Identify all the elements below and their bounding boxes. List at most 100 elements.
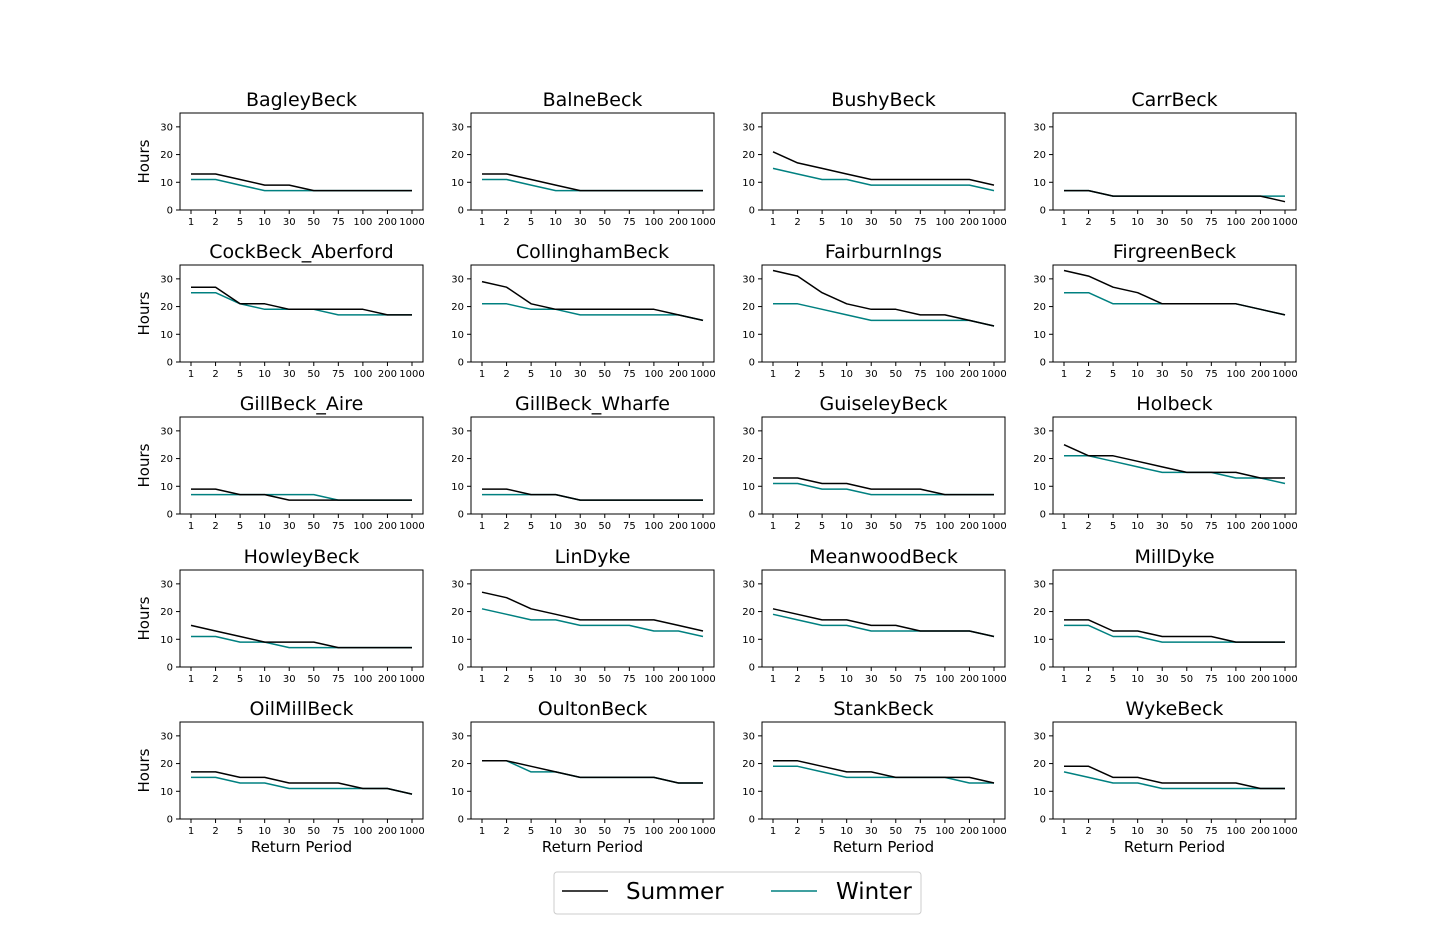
x-tick-label: 1 [188, 217, 194, 228]
panel-oultonbeck: OultonBeck 0 10 20 30 1 2 5 10 30 50 75 100 200 1000 Re… [451, 698, 715, 856]
x-tick-label: 30 [1156, 521, 1169, 532]
series-line-summer [481, 591, 704, 632]
plot-frame [761, 112, 1006, 211]
x-tick-label: 50 [1180, 826, 1193, 837]
y-tick-label: 0 [458, 510, 464, 521]
x-tick-label: 1000 [399, 369, 424, 380]
x-tick-label: 10 [258, 521, 271, 532]
y-tick-label: 30 [742, 731, 755, 742]
y-tick-label: 10 [160, 178, 173, 189]
x-tick-label: 5 [819, 369, 825, 380]
panel-oilmillbeck: OilMillBeck 0 10 20 30 1 2 5 10 30 50 75 100 200 1000 H… [135, 698, 425, 856]
panel-title: HowleyBeck [244, 546, 360, 568]
x-tick-label: 30 [283, 826, 296, 837]
x-tick-label: 1000 [690, 674, 715, 685]
x-tick-label: 50 [1180, 217, 1193, 228]
x-tick-label: 100 [644, 369, 663, 380]
panel-cockbeck-aberford: CockBeck_Aberford 0 10 20 30 1 2 5 10 30 50 75 100 20… [135, 241, 425, 380]
y-tick-label: 0 [458, 358, 464, 369]
panel-firgreenbeck: FirgreenBeck 0 10 20 30 1 2 5 10 30 50 75 100 200 1000 [1033, 241, 1297, 380]
x-tick-label: 200 [960, 521, 979, 532]
x-tick-label: 200 [669, 521, 688, 532]
x-tick-label: 50 [598, 674, 611, 685]
x-tick-label: 1 [1061, 217, 1067, 228]
series-line-summer [482, 760, 703, 784]
y-axis-label: Hours [135, 596, 153, 640]
y-tick-label: 10 [1033, 178, 1046, 189]
y-tick-label: 10 [160, 330, 173, 341]
panel-bushybeck: BushyBeck 0 10 20 30 1 2 5 10 30 50 75 100 200 1000 [742, 89, 1006, 228]
x-tick-label: 100 [935, 674, 954, 685]
x-tick-label: 5 [819, 217, 825, 228]
panel-title: CockBeck_Aberford [209, 241, 393, 263]
y-tick-label: 10 [1033, 787, 1046, 798]
x-tick-label: 1000 [981, 521, 1006, 532]
series-line-summer [1064, 765, 1285, 790]
panel-wykebeck: WykeBeck 0 10 20 30 1 2 5 10 30 50 75 100 200 1000 Retu… [1033, 698, 1297, 856]
y-tick-label: 20 [451, 150, 464, 161]
y-tick-label: 20 [1033, 302, 1046, 313]
x-tick-label: 100 [353, 674, 372, 685]
x-tick-label: 1 [188, 369, 194, 380]
y-tick-label: 20 [1033, 150, 1046, 161]
x-tick-label: 1 [770, 826, 776, 837]
y-tick-label: 0 [1040, 206, 1046, 217]
panel-title: LinDyke [555, 546, 631, 568]
panel-title: FirgreenBeck [1113, 241, 1236, 263]
panel-gillbeck-aire: GillBeck_Aire 0 10 20 30 1 2 5 10 30 50 75 100 200 100… [135, 393, 425, 532]
x-tick-label: 75 [332, 674, 345, 685]
panel-title: OilMillBeck [250, 698, 354, 720]
x-tick-label: 1 [479, 826, 485, 837]
x-tick-label: 1000 [1272, 674, 1297, 685]
plot-frame [761, 569, 1006, 668]
plot-frame [1052, 264, 1297, 363]
x-tick-label: 75 [1205, 217, 1218, 228]
x-tick-label: 1 [188, 674, 194, 685]
y-tick-label: 20 [1033, 759, 1046, 770]
x-tick-label: 75 [332, 521, 345, 532]
y-tick-label: 20 [160, 759, 173, 770]
y-tick-label: 30 [451, 122, 464, 133]
y-tick-label: 20 [451, 607, 464, 618]
x-tick-label: 30 [283, 369, 296, 380]
y-axis-label: Hours [135, 748, 153, 792]
y-tick-label: 0 [167, 815, 173, 826]
x-axis-label: Return Period [542, 838, 643, 856]
y-tick-label: 20 [160, 454, 173, 465]
x-tick-label: 5 [528, 521, 534, 532]
x-tick-label: 1000 [399, 217, 424, 228]
panel-howleybeck: HowleyBeck 0 10 20 30 1 2 5 10 30 50 75 100 200 1000 Ho… [135, 546, 425, 685]
x-tick-label: 50 [1180, 674, 1193, 685]
y-tick-label: 0 [167, 358, 173, 369]
y-tick-label: 0 [458, 815, 464, 826]
panel-stankbeck: StankBeck 0 10 20 30 1 2 5 10 30 50 75 100 200 1000 Ret… [742, 698, 1006, 856]
plot-frame [179, 264, 424, 363]
y-tick-label: 20 [742, 759, 755, 770]
panel-guiseleybeck: GuiseleyBeck 0 10 20 30 1 2 5 10 30 50 75 100 200 1000 [742, 393, 1006, 532]
y-tick-label: 30 [742, 426, 755, 437]
x-tick-label: 10 [840, 521, 853, 532]
x-tick-label: 10 [840, 369, 853, 380]
x-tick-label: 10 [549, 217, 562, 228]
x-tick-label: 5 [1110, 369, 1116, 380]
x-tick-label: 2 [794, 369, 800, 380]
y-tick-label: 10 [160, 635, 173, 646]
x-tick-label: 30 [574, 369, 587, 380]
x-tick-label: 1 [479, 369, 485, 380]
y-tick-label: 30 [1033, 274, 1046, 285]
panel-title: WykeBeck [1126, 698, 1224, 720]
panel-lindyke: LinDyke 0 10 20 30 1 2 5 10 30 50 75 100 200 1000 [451, 546, 715, 685]
x-tick-label: 50 [598, 217, 611, 228]
x-tick-label: 1 [188, 521, 194, 532]
x-tick-label: 10 [1131, 826, 1144, 837]
x-tick-label: 1 [770, 674, 776, 685]
series-line-summer [772, 608, 995, 638]
x-tick-label: 2 [503, 674, 509, 685]
series-line-winter [481, 608, 704, 638]
x-tick-label: 200 [378, 674, 397, 685]
y-tick-label: 0 [458, 206, 464, 217]
series-line-summer [1063, 444, 1285, 479]
y-tick-label: 30 [451, 426, 464, 437]
x-tick-label: 75 [914, 217, 927, 228]
x-tick-label: 1 [479, 521, 485, 532]
